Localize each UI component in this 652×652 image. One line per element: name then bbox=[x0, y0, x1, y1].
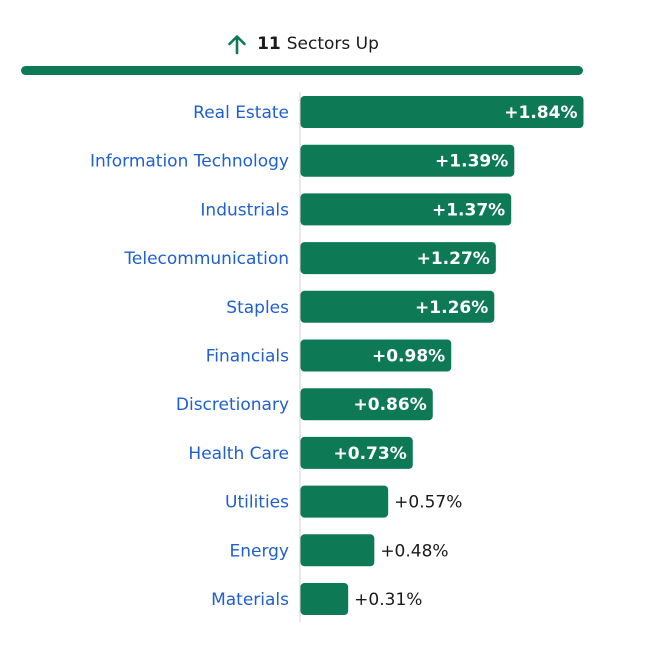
bar-value-label: +0.48% bbox=[380, 541, 448, 561]
bar bbox=[300, 144, 515, 177]
category-label: Utilities bbox=[225, 493, 289, 513]
sectors-up-progress-bar bbox=[21, 66, 583, 75]
bar bbox=[300, 96, 584, 128]
bar bbox=[300, 290, 495, 323]
bar-value-label: +1.27% bbox=[417, 249, 490, 269]
sectors-up-header: 11 Sectors Up bbox=[0, 28, 604, 60]
category-label: Industrials bbox=[200, 200, 289, 220]
category-label: Telecommunication bbox=[123, 249, 289, 269]
category-label: Information Technology bbox=[90, 152, 289, 172]
bar bbox=[300, 583, 349, 615]
bar-value-label: +1.26% bbox=[415, 298, 488, 318]
arrow-up-icon bbox=[228, 35, 246, 55]
category-label: Health Care bbox=[188, 444, 289, 464]
bar bbox=[300, 339, 452, 372]
bar bbox=[300, 485, 389, 518]
bar-value-label: +1.39% bbox=[435, 152, 508, 172]
sectors-up-count: 11 bbox=[257, 34, 281, 54]
category-label: Real Estate bbox=[193, 103, 289, 123]
bar bbox=[300, 193, 512, 226]
category-label: Staples bbox=[226, 298, 289, 318]
bar bbox=[300, 534, 375, 567]
category-label: Discretionary bbox=[176, 395, 289, 415]
bar-value-label: +1.37% bbox=[432, 200, 505, 220]
bar-value-label: +0.86% bbox=[354, 395, 427, 415]
bar bbox=[300, 436, 413, 469]
bar bbox=[300, 242, 496, 275]
bar bbox=[300, 388, 433, 421]
category-label: Materials bbox=[211, 590, 289, 610]
bar-value-label: +0.31% bbox=[354, 590, 422, 610]
category-label: Financials bbox=[206, 347, 289, 367]
bar-value-label: +0.73% bbox=[334, 444, 407, 464]
bar-value-label: +0.98% bbox=[372, 347, 445, 367]
sectors-up-label: 11 Sectors Up bbox=[257, 34, 379, 54]
bar-value-label: +0.57% bbox=[394, 493, 462, 513]
category-label: Energy bbox=[229, 541, 289, 561]
sectors-up-text: Sectors Up bbox=[286, 34, 379, 54]
bar-value-label: +1.84% bbox=[504, 103, 577, 123]
